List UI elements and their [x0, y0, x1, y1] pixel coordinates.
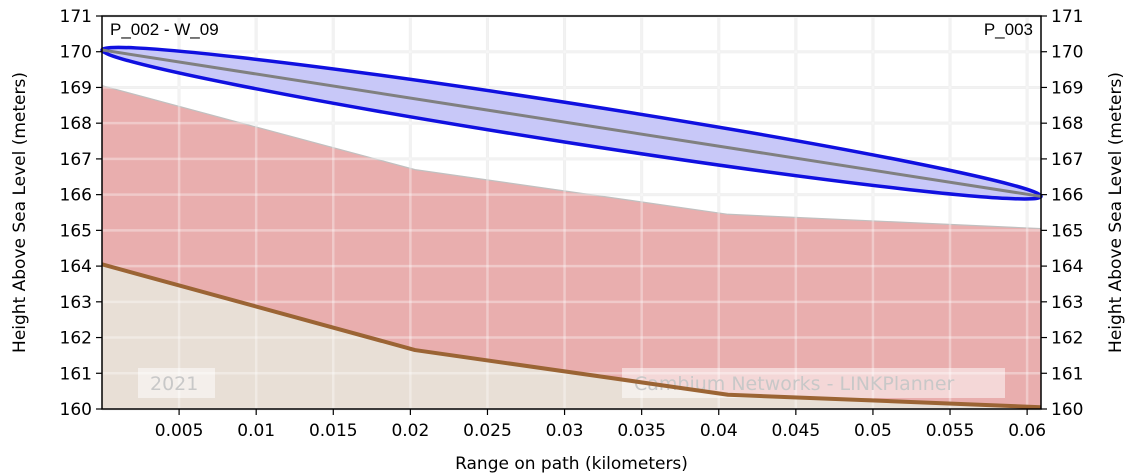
- y-tick-label-left-9: 169: [60, 78, 92, 98]
- left-endpoint-label: P_002 - W_09: [110, 20, 219, 39]
- y-tick-label-right-9: 169: [1051, 78, 1083, 98]
- plot-frame: [101, 15, 1042, 410]
- y-axis-title-right: Height Above Sea Level (meters): [1106, 72, 1126, 353]
- y-axis-title-left: Height Above Sea Level (meters): [10, 72, 30, 353]
- y-tick-label-left-2: 162: [60, 329, 92, 349]
- y-tick-label-left-8: 168: [60, 114, 92, 134]
- y-tick-label-right-11: 171: [1051, 7, 1083, 27]
- x-tick-label-10: 0.055: [926, 421, 975, 441]
- y-tick-label-left-6: 166: [60, 186, 92, 206]
- y-tick-label-right-4: 164: [1051, 257, 1083, 277]
- y-tick-label-right-10: 170: [1051, 43, 1083, 63]
- watermark-year-box: [138, 368, 215, 398]
- x-tick-label-6: 0.035: [617, 421, 666, 441]
- x-tick-label-1: 0.01: [237, 421, 275, 441]
- obstruction-edge: [101, 85, 1042, 230]
- y-tick-label-right-6: 166: [1051, 186, 1083, 206]
- watermark-credit: Cambium Networks - LINKPlanner: [634, 373, 955, 395]
- y-tick-label-right-5: 165: [1051, 221, 1083, 241]
- watermark-credit-box: [622, 368, 1005, 398]
- line-of-sight: [101, 48, 1042, 198]
- y-tick-label-left-10: 170: [60, 43, 92, 63]
- x-tick-label-9: 0.05: [854, 421, 892, 441]
- x-tick-label-5: 0.03: [546, 421, 584, 441]
- terrain-line: [101, 262, 1042, 410]
- x-tick-label-7: 0.04: [700, 421, 738, 441]
- y-tick-label-left-4: 164: [60, 257, 92, 277]
- y-tick-label-right-8: 168: [1051, 114, 1083, 134]
- y-tick-label-left-3: 163: [60, 293, 92, 313]
- watermark-year: 2021: [150, 373, 198, 395]
- x-tick-label-0: 0.005: [155, 421, 204, 441]
- x-tick-label-11: 0.06: [1008, 421, 1046, 441]
- y-tick-label-right-7: 167: [1051, 150, 1083, 170]
- y-tick-label-left-0: 160: [60, 400, 92, 420]
- y-tick-label-right-3: 163: [1051, 293, 1083, 313]
- y-tick-label-left-11: 171: [60, 7, 92, 27]
- x-axis-title: Range on path (kilometers): [455, 454, 688, 474]
- y-tick-label-left-5: 165: [60, 221, 92, 241]
- x-tick-label-2: 0.015: [309, 421, 358, 441]
- y-tick-label-right-0: 160: [1051, 400, 1083, 420]
- y-tick-label-right-1: 161: [1051, 364, 1083, 384]
- terrain-area: [102, 264, 1041, 409]
- y-tick-label-right-2: 162: [1051, 329, 1083, 349]
- right-endpoint-label: P_003: [984, 20, 1033, 39]
- watermark-layer: 2021 Cambium Networks - LINKPlanner: [138, 368, 1005, 398]
- x-tick-label-4: 0.025: [463, 421, 512, 441]
- x-tick-label-3: 0.02: [391, 421, 429, 441]
- tick-layer: 0.005 0.01 0.015 0.02 0.025 0.03 0.035 0.04 0.04…: [60, 7, 1084, 441]
- y-tick-label-left-7: 167: [60, 150, 92, 170]
- x-tick-label-8: 0.045: [772, 421, 821, 441]
- y-tick-label-left-1: 161: [60, 364, 92, 384]
